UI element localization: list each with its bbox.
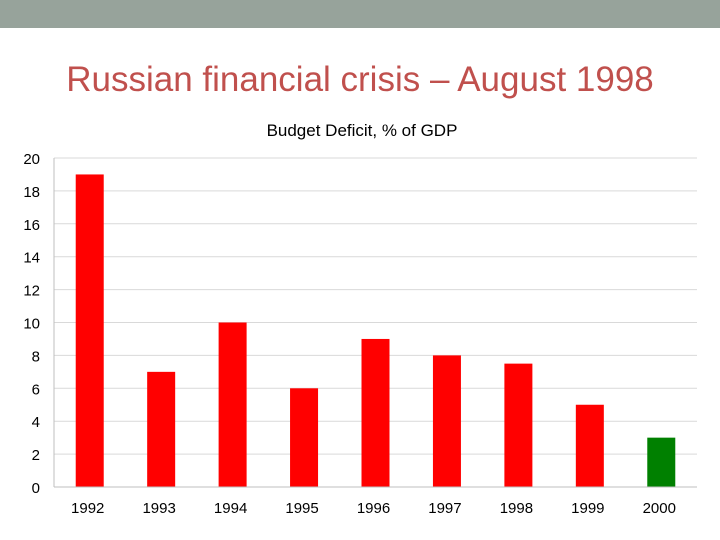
bar-1994: [218, 322, 247, 487]
x-tick-label: 1997: [428, 500, 461, 517]
x-tick-label: 1998: [500, 500, 533, 517]
x-tick-label: 1993: [142, 500, 175, 517]
y-tick-label: 4: [32, 414, 40, 431]
bar-1995: [290, 388, 319, 487]
x-tick-label: 1995: [285, 500, 318, 517]
x-tick-label: 1999: [571, 500, 604, 517]
y-tick-label: 14: [23, 250, 40, 267]
x-axis-ticks: 1992 1993 1994 1995 1996 1997 1998 1999 2000: [71, 500, 676, 517]
bar-1999: [575, 404, 604, 487]
bar-1997: [432, 355, 461, 487]
bar-2000: [647, 437, 676, 487]
bar-1998: [504, 363, 533, 487]
x-tick-label: 1994: [214, 500, 247, 517]
y-tick-label: 16: [23, 217, 40, 234]
chart-title: Budget Deficit, % of GDP: [267, 121, 458, 140]
bar-1993: [147, 371, 176, 487]
bars: [75, 174, 676, 487]
slide-title: Russian financial crisis – August 1998: [66, 60, 654, 99]
y-tick-label: 10: [23, 316, 40, 333]
y-tick-label: 20: [23, 151, 40, 168]
y-tick-label: 6: [32, 381, 40, 398]
y-axis-ticks: 0 2 4 6 8 10 12 14 16 18 20: [23, 151, 40, 497]
bar-1996: [361, 338, 390, 487]
y-tick-label: 8: [32, 348, 40, 365]
y-tick-label: 12: [23, 283, 40, 300]
x-tick-label: 2000: [643, 500, 676, 517]
x-tick-label: 1996: [357, 500, 390, 517]
bar-1992: [75, 174, 104, 487]
y-tick-label: 18: [23, 184, 40, 201]
y-tick-label: 2: [32, 447, 40, 464]
top-decorative-band: [0, 0, 720, 28]
y-tick-label: 0: [32, 480, 40, 497]
x-tick-label: 1992: [71, 500, 104, 517]
